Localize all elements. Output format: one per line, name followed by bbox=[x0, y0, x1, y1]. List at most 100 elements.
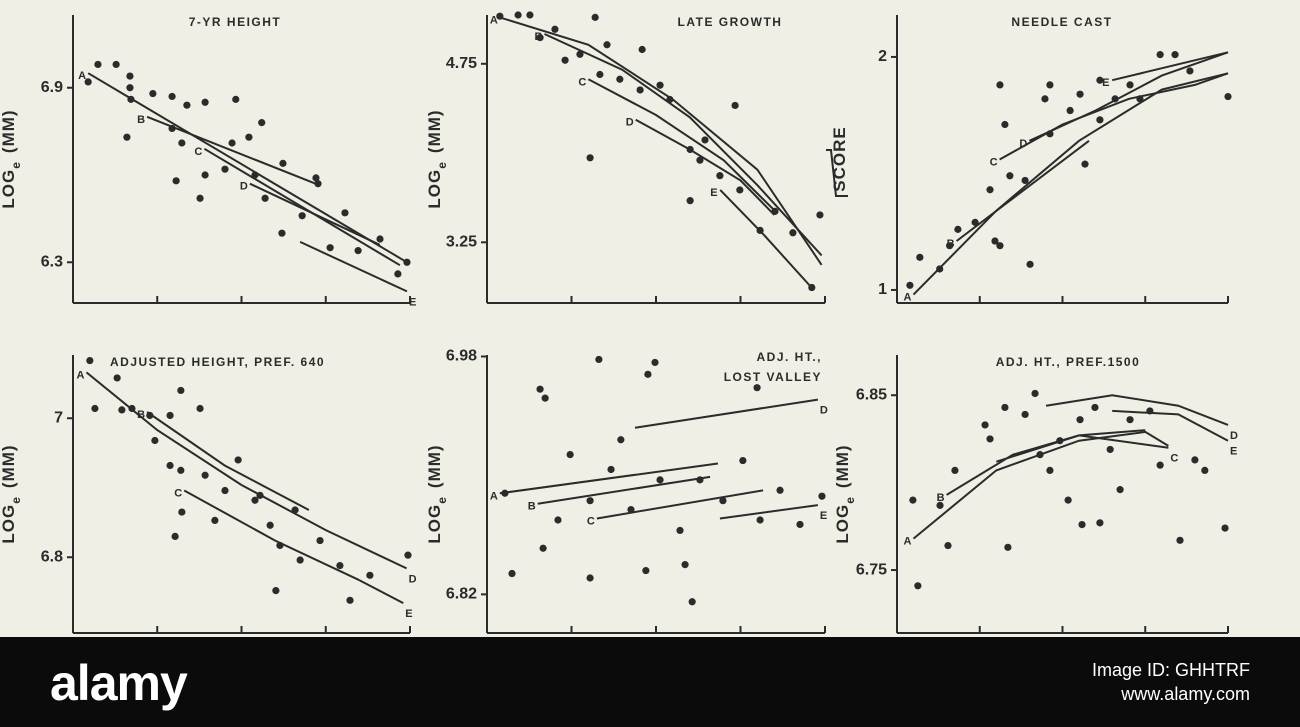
point bbox=[642, 566, 650, 575]
chart-title: 7-YR HEIGHT bbox=[189, 15, 282, 29]
y-axis-label: LOGe (MM) bbox=[833, 444, 857, 543]
point bbox=[266, 521, 274, 529]
chart-title: ADJUSTED HEIGHT, PREF. 640 bbox=[110, 355, 325, 369]
point bbox=[536, 34, 544, 42]
point bbox=[221, 165, 229, 173]
point bbox=[818, 492, 826, 500]
line-label: D bbox=[409, 573, 417, 585]
y-label-sub: e bbox=[435, 496, 449, 504]
line-label: D bbox=[626, 117, 634, 129]
point bbox=[278, 229, 286, 237]
point bbox=[228, 139, 236, 147]
point bbox=[636, 86, 644, 94]
fit-line bbox=[995, 434, 1169, 463]
line-label: C bbox=[578, 76, 586, 88]
point bbox=[178, 508, 186, 516]
point bbox=[936, 501, 944, 509]
fit-line bbox=[1112, 409, 1229, 442]
point bbox=[1001, 120, 1009, 129]
point bbox=[909, 496, 917, 504]
point bbox=[986, 186, 994, 194]
y-tick-label: 6.9 bbox=[41, 79, 63, 96]
point bbox=[1076, 416, 1084, 424]
point bbox=[232, 95, 240, 103]
image-id: Image ID: GHHTRF bbox=[1092, 660, 1250, 680]
point bbox=[508, 569, 516, 578]
fit-line bbox=[912, 430, 1169, 540]
y-label-unit: (MM) bbox=[425, 109, 444, 153]
line-label: C bbox=[587, 516, 595, 528]
y-axis-label: LOGe (MM) bbox=[0, 109, 23, 208]
point bbox=[595, 355, 603, 364]
point bbox=[1186, 67, 1194, 75]
line-label: E bbox=[820, 510, 827, 522]
y-axis-label: LOGe (MM) bbox=[425, 444, 449, 543]
line-label: E bbox=[1102, 77, 1109, 89]
fit-line bbox=[587, 78, 776, 211]
fit-line bbox=[499, 16, 823, 266]
line-label: B bbox=[947, 238, 955, 250]
chart-title: ADJ. HT., bbox=[756, 350, 822, 364]
point bbox=[996, 81, 1004, 89]
point bbox=[739, 456, 747, 465]
point bbox=[586, 497, 594, 505]
fit-line bbox=[146, 115, 316, 185]
point bbox=[731, 101, 739, 110]
point bbox=[94, 60, 102, 69]
point bbox=[1221, 524, 1229, 532]
point bbox=[126, 84, 134, 92]
point bbox=[946, 242, 954, 250]
point bbox=[126, 72, 134, 80]
point bbox=[716, 172, 724, 180]
y-label-main: LOG bbox=[833, 504, 852, 544]
line-label: A bbox=[490, 490, 498, 502]
point bbox=[789, 229, 797, 237]
y-label-sub: e bbox=[435, 161, 449, 169]
point bbox=[638, 45, 646, 54]
point bbox=[123, 133, 131, 141]
chart-title: NEEDLE CAST bbox=[1011, 15, 1112, 29]
fit-line bbox=[358, 579, 404, 604]
point bbox=[346, 596, 354, 604]
point bbox=[644, 370, 652, 378]
y-label-unit: (MM) bbox=[0, 444, 18, 488]
y-label-unit: (MM) bbox=[833, 444, 852, 488]
point bbox=[234, 456, 242, 464]
point bbox=[591, 13, 599, 21]
fit-line bbox=[596, 489, 764, 520]
y-label-unit: (MM) bbox=[0, 109, 18, 153]
line-label: A bbox=[904, 536, 912, 548]
fit-line bbox=[241, 484, 408, 570]
point bbox=[796, 520, 804, 529]
fit-line bbox=[634, 398, 819, 429]
fit-line bbox=[719, 189, 813, 289]
y-axis-label: SCORE bbox=[830, 126, 849, 191]
point bbox=[112, 60, 120, 69]
point bbox=[991, 237, 999, 245]
point bbox=[1031, 389, 1039, 398]
point bbox=[166, 411, 174, 420]
fit-line bbox=[955, 140, 1090, 242]
point bbox=[118, 406, 126, 414]
line-label: B bbox=[937, 492, 945, 504]
fit-line bbox=[719, 504, 819, 520]
point bbox=[616, 75, 624, 83]
line-label: B bbox=[137, 114, 145, 126]
point bbox=[316, 536, 324, 545]
fit-line bbox=[249, 182, 381, 246]
y-tick-label: 1 bbox=[878, 281, 887, 298]
footer-bar bbox=[0, 637, 1300, 727]
point bbox=[1041, 95, 1049, 103]
line-label: B bbox=[137, 409, 145, 421]
point bbox=[551, 25, 559, 33]
point bbox=[514, 11, 522, 19]
line-label: A bbox=[78, 70, 86, 82]
point bbox=[651, 358, 659, 367]
point bbox=[816, 211, 824, 219]
point bbox=[1004, 543, 1012, 551]
point bbox=[168, 92, 176, 101]
y-tick-label: 6.98 bbox=[446, 348, 477, 365]
point bbox=[776, 486, 784, 494]
point bbox=[201, 98, 209, 106]
line-label: E bbox=[405, 608, 412, 620]
